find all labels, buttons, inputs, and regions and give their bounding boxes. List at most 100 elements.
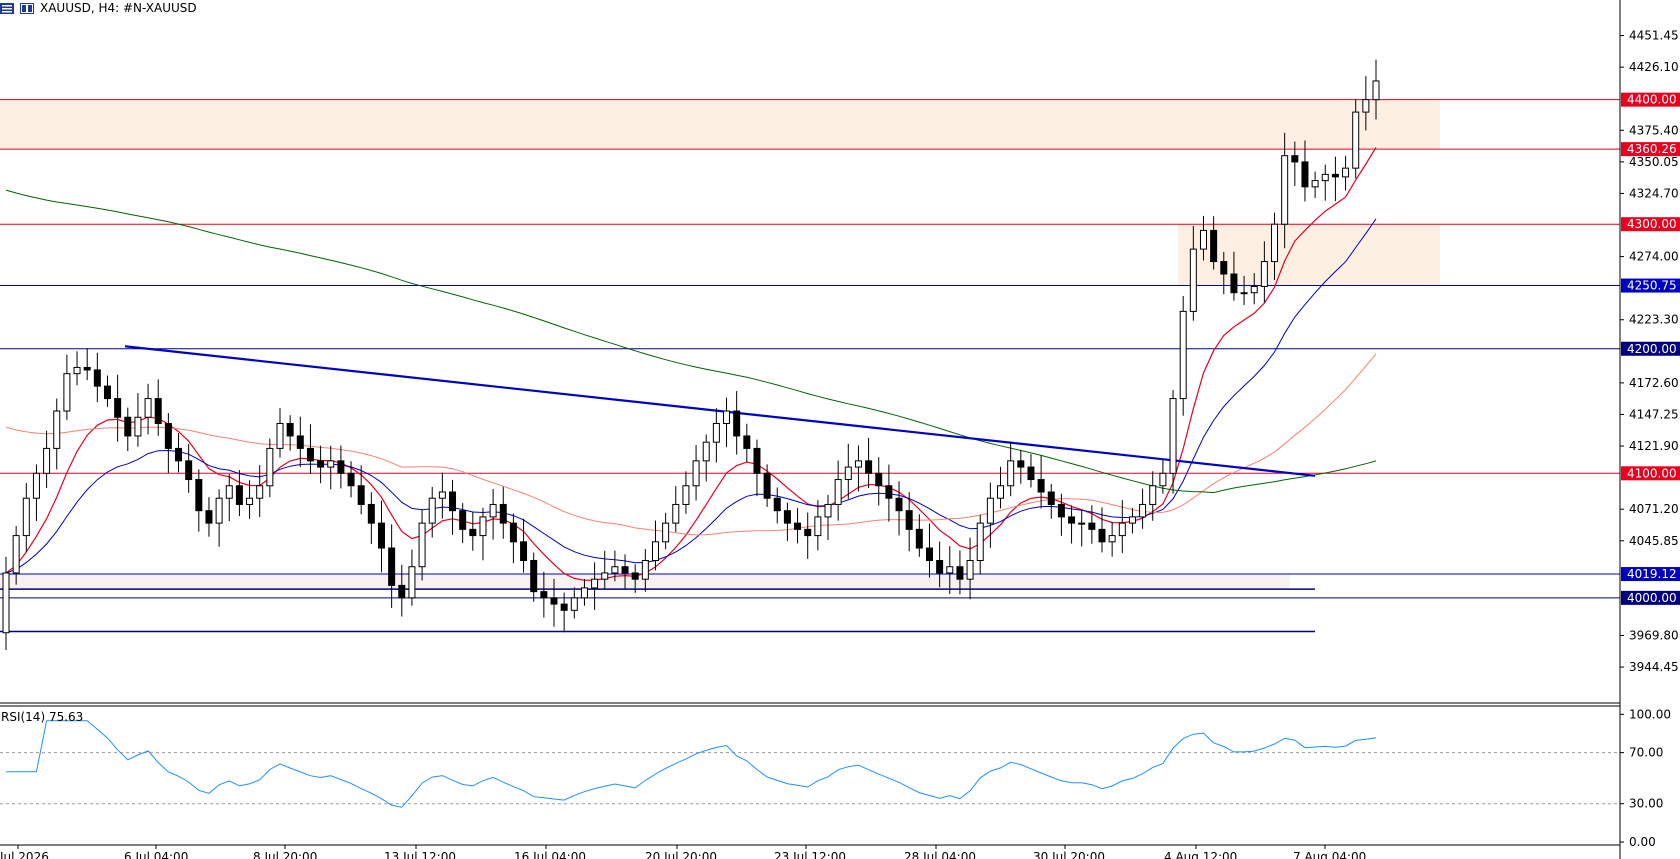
bear-candle <box>367 503 375 524</box>
bear-candle <box>509 522 517 543</box>
bull-candle <box>1118 522 1126 537</box>
price-level-labels: 4400.00 4360.26 4300.00 4250.75 4200.00 4100.… <box>1621 92 1680 605</box>
price-tick-label: 4350.05 <box>1629 155 1679 169</box>
time-tick-label: 28 Jul 04:00 <box>904 850 976 859</box>
bear-candle <box>631 572 639 580</box>
bear-candle <box>347 472 355 487</box>
bear-candle <box>621 566 629 574</box>
bear-candle <box>540 591 548 599</box>
bull-candle <box>12 535 20 574</box>
time-tick-label: Jul 2026 <box>0 850 49 859</box>
price-tick-label: 4451.45 <box>1629 29 1679 43</box>
bear-candle <box>286 422 294 437</box>
price-tick-label: 4375.40 <box>1629 123 1679 137</box>
bear-candle <box>733 410 741 437</box>
price-tick-label: 3944.45 <box>1629 660 1679 674</box>
time-tick-label: 30 Jul 20:00 <box>1033 850 1105 859</box>
price-badge-label: 4019.12 <box>1627 567 1677 581</box>
bull-candle <box>966 559 974 580</box>
price-badge <box>1621 142 1680 157</box>
horizontal-levels[interactable] <box>0 99 1620 633</box>
bear-candle <box>763 472 771 499</box>
bear-candle <box>520 541 528 561</box>
bull-candle <box>1240 292 1248 295</box>
bull-candle <box>824 503 832 518</box>
price-tick-label: 4172.60 <box>1629 376 1679 390</box>
bear-candle <box>296 435 304 449</box>
bear-candle <box>875 472 883 487</box>
bull-candle <box>702 441 710 462</box>
bear-candle <box>1027 466 1035 481</box>
bear-candle <box>337 460 345 474</box>
bear-candle <box>936 559 944 574</box>
bull-candle <box>1281 155 1289 225</box>
price-tick-label: 4223.30 <box>1629 313 1679 327</box>
bull-candle <box>215 497 223 524</box>
bear-candle <box>377 522 385 549</box>
bull-candle <box>489 503 497 518</box>
bear-candle <box>185 460 193 481</box>
bear-candle <box>469 528 477 537</box>
rsi-label: RSI(14) 75.63 <box>1 710 83 724</box>
bull-candle <box>1179 310 1187 400</box>
bull-candle <box>408 566 416 599</box>
price-badge-label: 4360.26 <box>1627 142 1677 156</box>
bull-candle <box>1321 173 1329 182</box>
bull-candle <box>946 566 954 574</box>
bull-candle <box>53 410 61 449</box>
bear-candle <box>459 510 467 530</box>
time-tick-label: 7 Aug 04:00 <box>1293 850 1366 859</box>
bull-candle <box>1362 99 1370 113</box>
bear-candle <box>1068 516 1076 524</box>
bear-candle <box>164 422 172 449</box>
chart-window-icon[interactable] <box>20 2 34 14</box>
chart-menu-icon[interactable] <box>0 2 14 14</box>
bull-candle <box>834 479 842 505</box>
bull-candle <box>611 566 619 574</box>
bear-candle <box>449 491 457 512</box>
bear-candle <box>205 510 213 524</box>
bull-candle <box>1372 80 1380 101</box>
price-tick-label: 4071.20 <box>1629 502 1679 516</box>
bear-candle <box>1301 161 1309 188</box>
time-tick-label: 20 Jul 20:00 <box>645 850 717 859</box>
bull-candle <box>73 366 81 375</box>
rsi-tick-label: 30.00 <box>1629 797 1663 811</box>
bear-candle <box>1088 522 1096 530</box>
bear-candle <box>388 547 396 586</box>
bear-candle <box>1057 503 1065 518</box>
moving-averages <box>5 147 1377 581</box>
bull-candle <box>1250 285 1258 294</box>
bear-candle <box>235 485 243 505</box>
bear-candle <box>1220 261 1228 275</box>
bull-candle <box>144 398 152 418</box>
rsi-line <box>6 720 1377 808</box>
price-tick-label: 4045.85 <box>1629 534 1679 548</box>
time-tick-label: 8 Jul 20:00 <box>253 850 317 859</box>
bull-candle <box>428 497 436 524</box>
price-badge-label: 4100.00 <box>1627 466 1677 480</box>
bull-candle <box>580 587 588 599</box>
time-tick-label: 4 Aug 12:00 <box>1164 850 1237 859</box>
bull-candle <box>976 522 984 561</box>
rsi-tick-label: 70.00 <box>1629 746 1663 760</box>
trendline[interactable] <box>124 345 1316 477</box>
bull-candle <box>854 460 862 468</box>
bear-candle <box>103 385 111 400</box>
price-tick-label: 4324.70 <box>1629 186 1679 200</box>
bull-candle <box>712 422 720 443</box>
price-badge <box>1621 590 1680 605</box>
bull-candle <box>276 422 284 449</box>
ma-line-3 <box>5 353 1377 536</box>
bear-candle <box>195 479 203 512</box>
bull-candle <box>570 597 578 611</box>
bear-candle <box>956 566 964 580</box>
price-badge-label: 4000.00 <box>1627 591 1677 605</box>
bear-candle <box>1047 491 1055 505</box>
bear-candle <box>753 447 761 474</box>
bull-candle <box>225 485 233 499</box>
ma-line-4 <box>5 189 1377 494</box>
ma-line-2 <box>5 218 1377 574</box>
bear-candle <box>895 497 903 512</box>
